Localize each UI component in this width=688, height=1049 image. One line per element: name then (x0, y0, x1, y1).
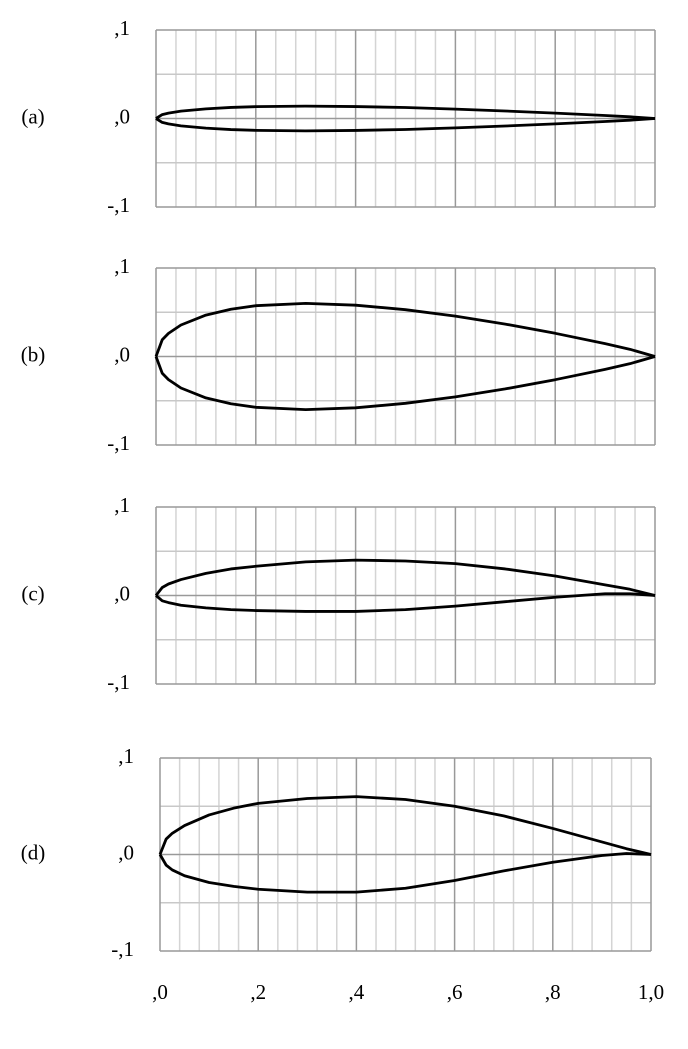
y-tick-label: ,0 (114, 581, 130, 605)
panel-label: (c) (21, 581, 44, 605)
panel-label: (b) (21, 342, 46, 366)
y-tick-label: -,1 (111, 937, 134, 961)
airfoil-line (155, 592, 656, 613)
y-tick-label: ,1 (114, 16, 130, 40)
y-tick-label: ,0 (118, 840, 134, 864)
airfoil-line (154, 302, 656, 358)
airfoil-line (155, 117, 656, 133)
airfoil-line (158, 795, 652, 856)
y-tick-label: ,1 (114, 254, 130, 278)
y-tick-label: -,1 (107, 431, 130, 455)
airfoil-line (155, 104, 656, 120)
y-tick-label: ,1 (114, 493, 130, 517)
y-tick-label: ,0 (114, 342, 130, 366)
panel-label: (a) (21, 104, 44, 128)
x-tick-label: ,8 (545, 980, 561, 1004)
x-tick-label: ,0 (152, 980, 168, 1004)
airfoil-line (154, 355, 656, 411)
x-tick-label: ,4 (349, 980, 365, 1004)
x-tick-label: 1,0 (638, 980, 664, 1004)
panel-label: (d) (21, 840, 46, 864)
y-tick-label: -,1 (107, 670, 130, 694)
airfoil-line (154, 558, 656, 597)
x-tick-label: ,2 (250, 980, 266, 1004)
y-tick-label: ,0 (114, 104, 130, 128)
airfoil-line (158, 852, 652, 894)
x-tick-label: ,6 (447, 980, 463, 1004)
y-tick-label: -,1 (107, 193, 130, 217)
y-tick-label: ,1 (118, 744, 134, 768)
